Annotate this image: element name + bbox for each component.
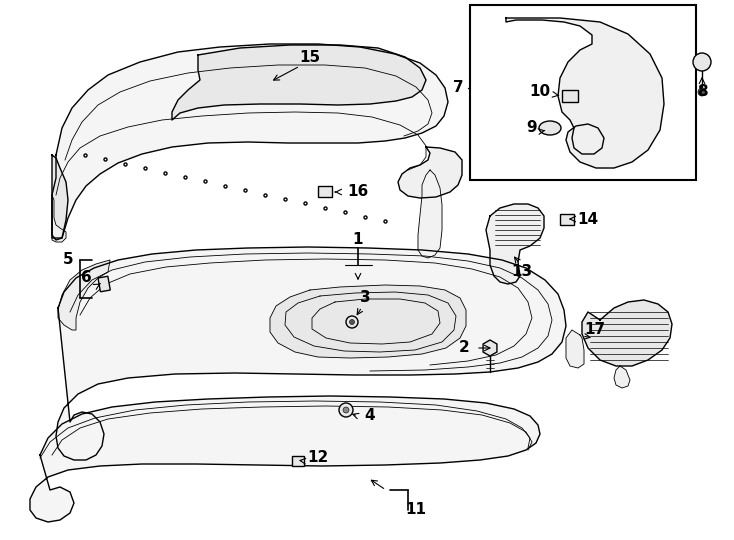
Circle shape	[698, 88, 706, 96]
Text: 3: 3	[360, 291, 371, 306]
Text: 8: 8	[697, 84, 708, 99]
Polygon shape	[58, 260, 110, 330]
Bar	[292, 456, 304, 466]
Bar	[562, 90, 578, 102]
Bar	[98, 276, 110, 292]
Polygon shape	[486, 204, 544, 284]
Text: 2: 2	[459, 341, 469, 355]
Text: 10: 10	[529, 84, 550, 99]
Text: 9: 9	[527, 120, 537, 136]
Text: 12: 12	[308, 450, 329, 465]
Circle shape	[339, 403, 353, 417]
Ellipse shape	[539, 121, 561, 135]
Polygon shape	[52, 44, 448, 240]
Text: 1: 1	[353, 233, 363, 247]
Polygon shape	[614, 366, 630, 388]
Circle shape	[693, 53, 711, 71]
Circle shape	[346, 316, 358, 328]
Text: 4: 4	[365, 408, 375, 423]
Text: 5: 5	[62, 253, 73, 267]
Polygon shape	[398, 147, 462, 198]
Text: 11: 11	[405, 503, 426, 517]
Polygon shape	[52, 155, 68, 238]
Polygon shape	[56, 247, 566, 460]
Bar	[470, 5, 696, 180]
Bar	[318, 186, 332, 197]
Circle shape	[343, 407, 349, 413]
Polygon shape	[418, 170, 442, 258]
Polygon shape	[52, 195, 66, 242]
Text: 16: 16	[347, 185, 368, 199]
Text: 14: 14	[578, 212, 598, 226]
Text: 15: 15	[299, 50, 321, 64]
Text: 13: 13	[512, 265, 533, 280]
Text: 17: 17	[584, 322, 606, 338]
Polygon shape	[30, 396, 540, 522]
Text: 6: 6	[81, 271, 91, 286]
Circle shape	[349, 320, 355, 325]
Polygon shape	[582, 300, 672, 366]
Polygon shape	[506, 18, 664, 168]
Bar	[560, 214, 574, 225]
Polygon shape	[566, 330, 584, 368]
Polygon shape	[270, 285, 466, 358]
Text: 7: 7	[453, 80, 463, 96]
Polygon shape	[172, 45, 426, 120]
